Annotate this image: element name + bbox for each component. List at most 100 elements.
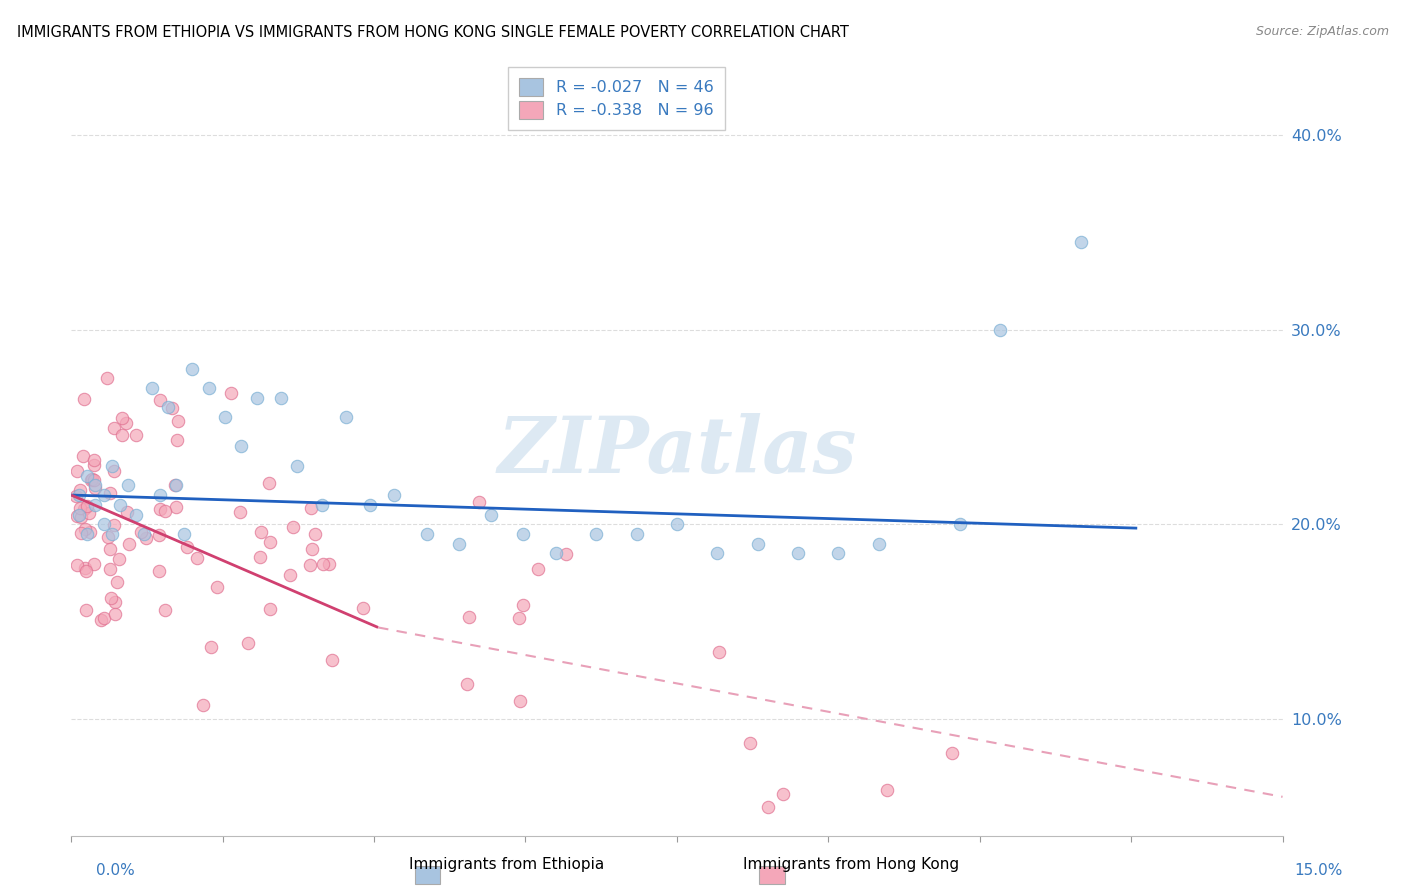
Point — [75, 561, 97, 575]
Point — [104, 607, 127, 622]
Point — [155, 504, 177, 518]
Point — [100, 527, 122, 541]
Point — [77, 506, 100, 520]
Point — [103, 518, 125, 533]
Point — [278, 568, 301, 582]
Point — [709, 645, 731, 659]
Point — [191, 698, 214, 713]
Point — [304, 527, 326, 541]
Point — [544, 546, 567, 560]
Point — [76, 527, 98, 541]
Point — [67, 508, 90, 522]
Text: Source: ZipAtlas.com: Source: ZipAtlas.com — [1256, 25, 1389, 38]
Point — [98, 486, 121, 500]
Point — [988, 322, 1011, 336]
Point — [83, 458, 105, 472]
Point — [83, 557, 105, 571]
Point — [97, 530, 120, 544]
Point — [100, 591, 122, 605]
Point — [135, 531, 157, 545]
Point — [148, 565, 170, 579]
Point — [93, 488, 115, 502]
Point — [65, 489, 87, 503]
Legend: R = -0.027   N = 46, R = -0.338   N = 96: R = -0.027 N = 46, R = -0.338 N = 96 — [508, 67, 724, 130]
Point — [69, 500, 91, 515]
Point — [67, 488, 90, 502]
Point — [66, 509, 89, 524]
Point — [747, 537, 769, 551]
Point — [283, 520, 305, 534]
Point — [173, 527, 195, 541]
Point — [456, 676, 478, 690]
Point — [75, 564, 97, 578]
Point — [111, 410, 134, 425]
Point — [181, 361, 204, 376]
Point — [246, 391, 269, 405]
Point — [155, 603, 177, 617]
Point — [84, 478, 107, 492]
Point — [318, 557, 340, 571]
Point — [186, 551, 208, 566]
Point — [301, 542, 323, 557]
Point — [772, 787, 794, 801]
Point — [382, 488, 405, 502]
Point — [108, 498, 131, 512]
Point — [80, 472, 103, 486]
Point — [457, 609, 479, 624]
Point — [83, 473, 105, 487]
Point — [467, 495, 489, 509]
Point — [157, 401, 180, 415]
Point — [259, 534, 281, 549]
Point — [69, 483, 91, 498]
Point — [787, 546, 810, 560]
Point — [72, 449, 94, 463]
Point — [84, 498, 107, 512]
Point — [526, 561, 548, 575]
Point — [219, 385, 242, 400]
Point — [104, 595, 127, 609]
Point — [75, 522, 97, 536]
Point — [868, 537, 890, 551]
Point — [103, 421, 125, 435]
Point — [149, 488, 172, 502]
Point — [665, 517, 688, 532]
Point — [125, 508, 148, 522]
Point — [73, 392, 96, 407]
Point — [335, 410, 357, 425]
Point — [299, 501, 322, 516]
Point — [554, 547, 576, 561]
Point — [103, 464, 125, 478]
Point — [65, 464, 87, 478]
Point — [509, 694, 531, 708]
Text: 0.0%: 0.0% — [96, 863, 135, 879]
Point — [111, 428, 134, 442]
Point — [165, 478, 187, 492]
Point — [200, 640, 222, 654]
Point — [229, 504, 252, 518]
Point — [114, 417, 136, 431]
Point — [98, 562, 121, 576]
Point — [876, 783, 898, 797]
Point — [508, 611, 530, 625]
Point — [250, 525, 273, 540]
Point — [84, 481, 107, 495]
Point — [79, 525, 101, 540]
Point — [236, 635, 259, 649]
Point — [80, 473, 103, 487]
Point — [115, 505, 138, 519]
Point — [73, 501, 96, 516]
Point — [626, 527, 648, 541]
Point — [249, 549, 271, 564]
Point — [69, 510, 91, 524]
Point — [93, 611, 115, 625]
Point — [100, 541, 122, 556]
Text: IMMIGRANTS FROM ETHIOPIA VS IMMIGRANTS FROM HONG KONG SINGLE FEMALE POVERTY CORR: IMMIGRANTS FROM ETHIOPIA VS IMMIGRANTS F… — [17, 25, 849, 40]
Text: ZIPatlas: ZIPatlas — [498, 413, 856, 490]
Point — [756, 799, 779, 814]
Text: Immigrants from Ethiopia: Immigrants from Ethiopia — [409, 857, 603, 872]
Point — [96, 371, 118, 385]
Point — [76, 499, 98, 513]
Point — [117, 478, 139, 492]
Point — [165, 478, 187, 492]
Point — [415, 527, 437, 541]
